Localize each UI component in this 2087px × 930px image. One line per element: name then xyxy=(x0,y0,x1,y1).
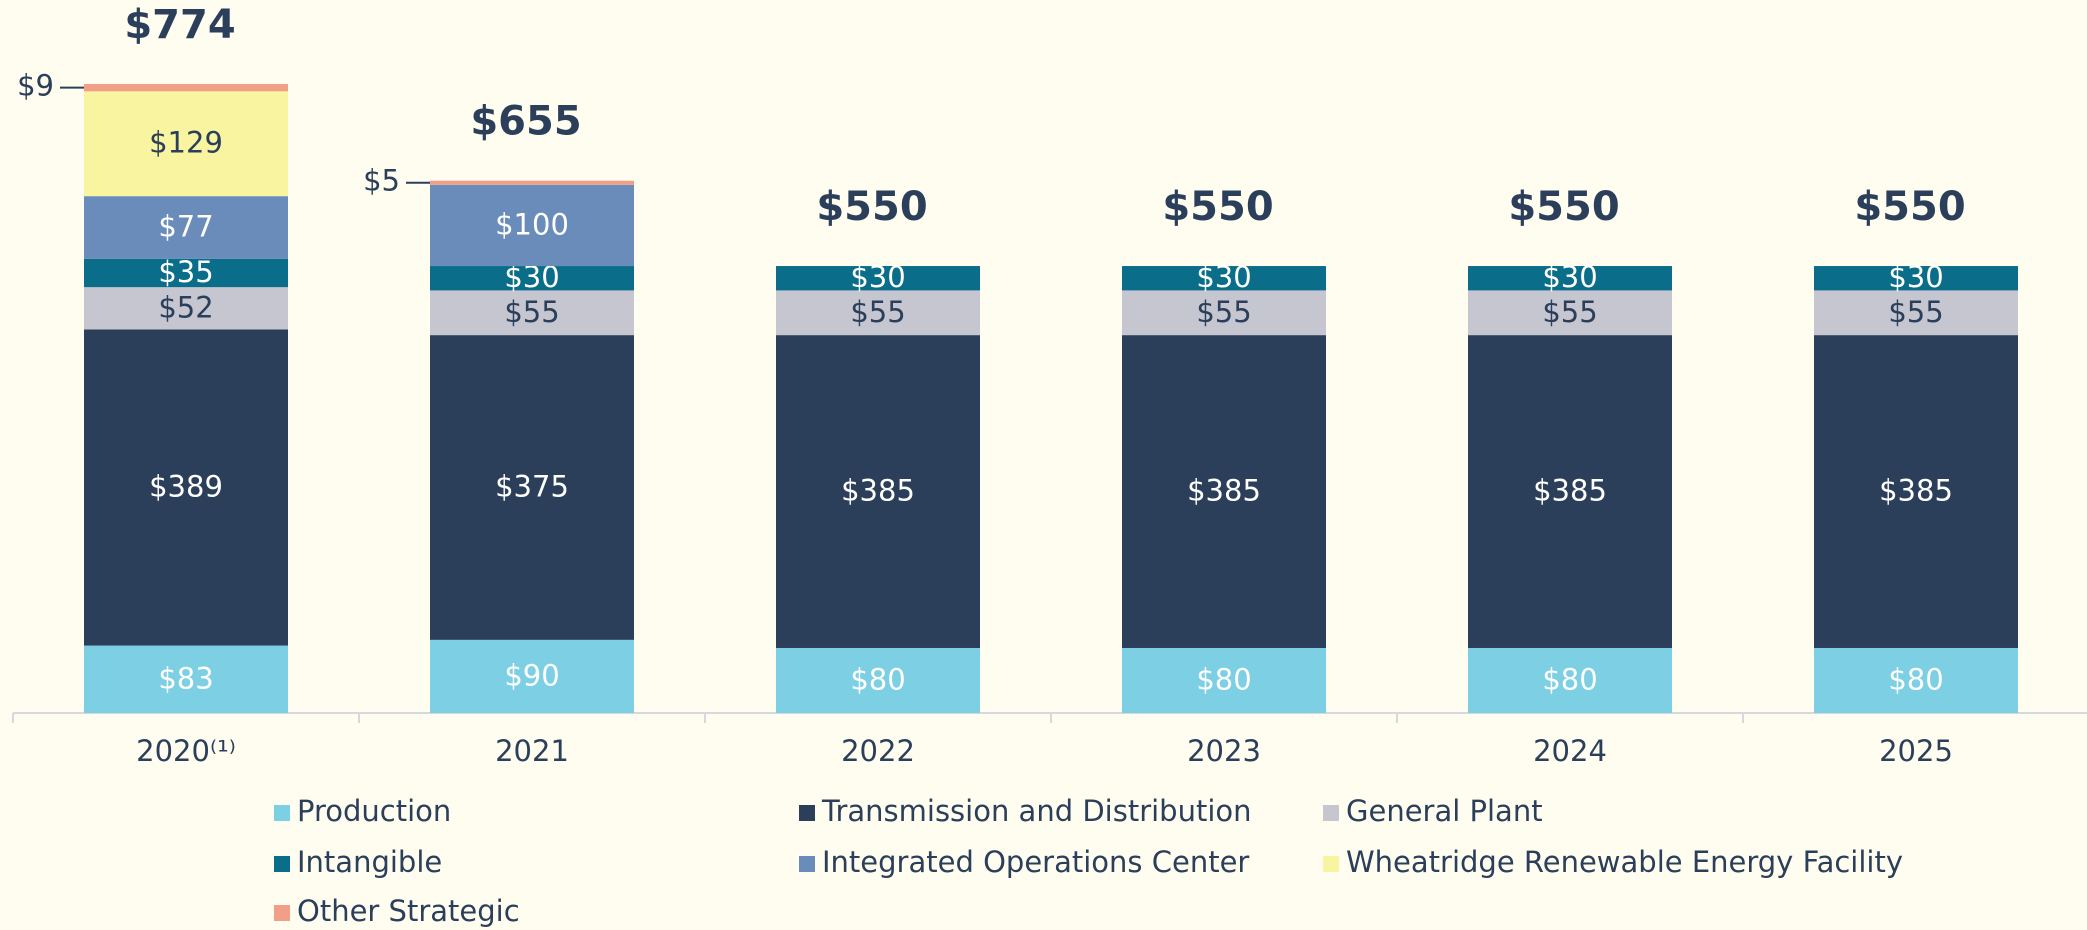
legend-swatch xyxy=(1323,805,1339,821)
legend-swatch xyxy=(799,856,815,872)
value-label: $80 xyxy=(1196,662,1251,696)
value-label: $80 xyxy=(1888,662,1943,696)
value-label: $30 xyxy=(850,260,905,294)
bar-segment xyxy=(84,84,288,92)
legend-swatch xyxy=(274,805,290,821)
value-label: $55 xyxy=(1196,295,1251,329)
bar-segment xyxy=(430,184,634,267)
value-label: $385 xyxy=(841,474,915,508)
legend-swatch xyxy=(799,805,815,821)
value-label: $385 xyxy=(1187,474,1261,508)
value-label: $9 xyxy=(17,69,54,103)
value-label: $5 xyxy=(363,164,400,198)
bar-segment xyxy=(430,639,634,713)
value-label: $385 xyxy=(1533,474,1607,508)
value-label: $80 xyxy=(1542,662,1597,696)
value-label: $389 xyxy=(149,469,223,503)
bar-segment xyxy=(1814,335,2018,648)
legend-label: Transmission and Distribution xyxy=(821,794,1252,828)
value-label: $55 xyxy=(1888,295,1943,329)
bar-segment xyxy=(430,266,634,291)
bar-segment xyxy=(776,335,980,648)
value-label: $129 xyxy=(149,126,223,160)
value-label: $90 xyxy=(504,658,559,692)
value-label: $30 xyxy=(1542,260,1597,294)
legend-label: General Plant xyxy=(1346,794,1543,828)
bar-segment xyxy=(776,290,980,336)
legend-label: Intangible xyxy=(297,845,442,879)
legend-label: Integrated Operations Center xyxy=(822,845,1249,879)
bar-segment xyxy=(84,645,288,713)
value-label: $385 xyxy=(1879,474,1953,508)
value-label: $52 xyxy=(158,290,213,324)
bar-segment xyxy=(84,258,288,288)
bar-segment xyxy=(1468,266,1672,291)
value-label: $55 xyxy=(1542,295,1597,329)
value-label: $375 xyxy=(495,469,569,503)
legend-swatch xyxy=(274,905,290,921)
total-label: $550 xyxy=(816,184,927,230)
value-label: $55 xyxy=(850,295,905,329)
bar-segment xyxy=(1122,290,1326,336)
bar-segment xyxy=(1814,266,2018,291)
total-label: $550 xyxy=(1508,184,1619,230)
bar-segment xyxy=(1814,647,2018,713)
bar-segment xyxy=(776,647,980,713)
value-label: $80 xyxy=(850,662,905,696)
value-label: $83 xyxy=(158,661,213,695)
bar-segment xyxy=(1468,647,1672,713)
bar-segment xyxy=(430,335,634,640)
legend-label: Production xyxy=(297,794,451,828)
value-label: $30 xyxy=(1196,260,1251,294)
value-label: $77 xyxy=(158,209,213,243)
legend-label: Other Strategic xyxy=(297,894,520,928)
value-label: $100 xyxy=(495,207,569,241)
total-label: $550 xyxy=(1854,184,1965,230)
bar-segment xyxy=(430,290,634,336)
legend-swatch xyxy=(274,856,290,872)
value-label: $35 xyxy=(158,255,213,289)
bar-segment xyxy=(776,266,980,291)
total-label: $655 xyxy=(470,99,581,145)
x-tick-label: 2020⁽¹⁾ xyxy=(136,734,236,768)
x-tick-label: 2024 xyxy=(1533,734,1607,768)
value-label: $30 xyxy=(1888,260,1943,294)
bar-segment xyxy=(1122,335,1326,648)
x-tick-label: 2025 xyxy=(1879,734,1953,768)
x-tick-label: 2022 xyxy=(841,734,915,768)
x-tick-label: 2021 xyxy=(495,734,569,768)
legend-swatch xyxy=(1323,856,1339,872)
bar-segment xyxy=(84,91,288,197)
bar-segment xyxy=(1468,290,1672,336)
x-tick-label: 2023 xyxy=(1187,734,1261,768)
bar-segment xyxy=(1122,266,1326,291)
total-label: $774 xyxy=(124,2,235,48)
bar-segment xyxy=(1814,290,2018,336)
total-label: $550 xyxy=(1162,184,1273,230)
legend-label: Wheatridge Renewable Energy Facility xyxy=(1346,845,1903,879)
bar-segment xyxy=(84,329,288,646)
bar-segment xyxy=(430,180,634,185)
bar-segment xyxy=(1122,647,1326,713)
value-label: $55 xyxy=(504,295,559,329)
bar-segment xyxy=(84,287,288,330)
bar-segment xyxy=(1468,335,1672,648)
bar-segment xyxy=(84,196,288,259)
